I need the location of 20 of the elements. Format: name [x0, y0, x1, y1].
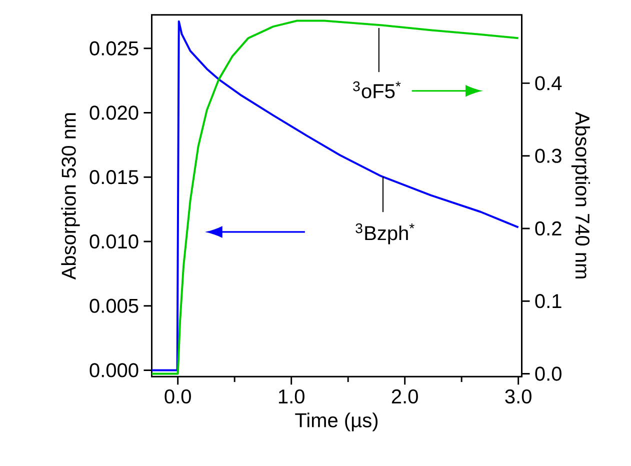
text: $^{3}$oF5$^{*}$: [353, 81, 401, 98]
y-tick-label: 0.005: [90, 298, 138, 313]
x-tick-label: 0.0: [164, 389, 191, 404]
x-axis-title: Time (µs): [295, 412, 378, 432]
x-tick-label: 1.0: [278, 389, 304, 404]
y2-tick-label: 0.3: [535, 148, 562, 163]
series-label: $^{3}$Bzph$^{*}$: [356, 223, 414, 244]
y-axis-title: Absorption 530 nm: [61, 113, 80, 280]
y-tick-label: 0.015: [90, 170, 138, 184]
y-tick-label: 0.010: [90, 234, 138, 249]
y2-tick-label: 0.4: [535, 76, 562, 90]
x-tick-label: 3.0: [505, 389, 532, 404]
y2-tick-label: 0.1: [535, 294, 562, 308]
y-tick-label: 0.025: [90, 41, 138, 56]
y-tick-label: 0.020: [90, 106, 138, 120]
y2-tick-label: 0.2: [535, 221, 562, 236]
y-tick-label: 0.000: [90, 363, 138, 378]
y2-tick-label: 0.0: [535, 366, 562, 381]
x-tick-label: 2.0: [392, 389, 418, 404]
y2-axis-title: Absorption 740 nm: [571, 112, 590, 278]
